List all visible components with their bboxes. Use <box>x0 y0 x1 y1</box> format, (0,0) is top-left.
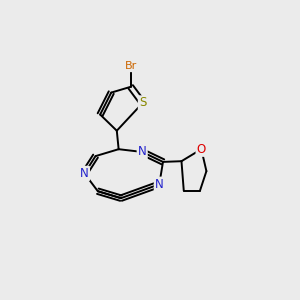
Text: N: N <box>80 167 89 180</box>
Text: N: N <box>138 146 147 158</box>
Text: S: S <box>139 97 146 110</box>
Text: Br: Br <box>124 61 137 71</box>
Text: N: N <box>155 178 164 191</box>
Text: O: O <box>197 143 206 156</box>
